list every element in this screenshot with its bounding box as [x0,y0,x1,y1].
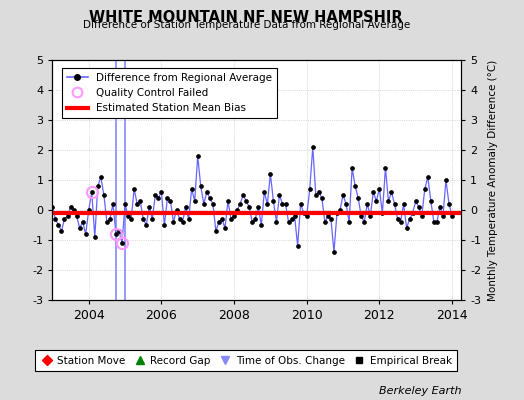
Legend: Difference from Regional Average, Quality Control Failed, Estimated Station Mean: Difference from Regional Average, Qualit… [62,68,277,118]
Legend: Station Move, Record Gap, Time of Obs. Change, Empirical Break: Station Move, Record Gap, Time of Obs. C… [35,350,457,371]
Text: Difference of Station Temperature Data from Regional Average: Difference of Station Temperature Data f… [83,20,410,30]
Y-axis label: Monthly Temperature Anomaly Difference (°C): Monthly Temperature Anomaly Difference (… [488,59,498,301]
Text: Berkeley Earth: Berkeley Earth [379,386,461,396]
Text: WHITE MOUNTAIN NF NEW HAMPSHIR: WHITE MOUNTAIN NF NEW HAMPSHIR [90,10,403,25]
